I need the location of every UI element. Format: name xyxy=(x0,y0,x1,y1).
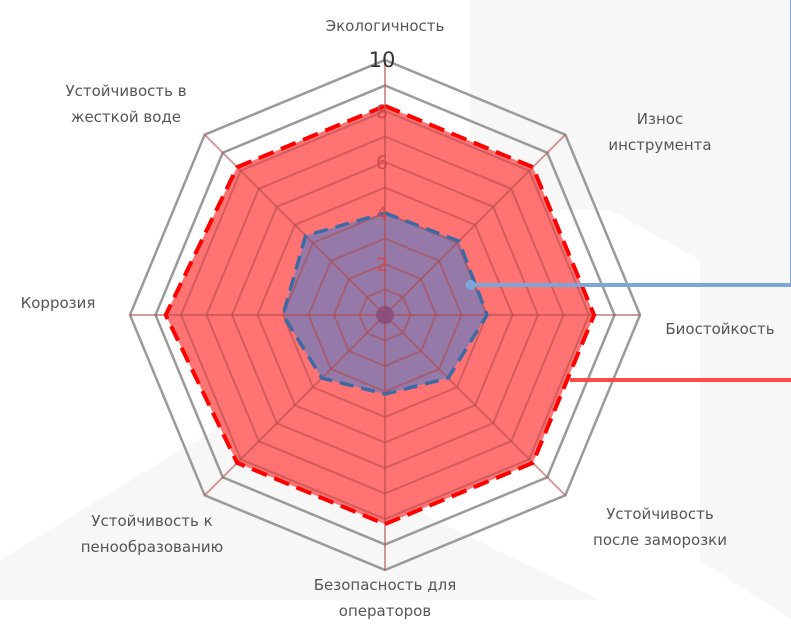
grid-spoke-8 xyxy=(203,133,386,316)
tick-label-8: 8 xyxy=(376,101,388,123)
axis-label-1-line-1: Экологичность xyxy=(326,17,445,35)
watermark-shape-right xyxy=(470,0,791,620)
connector-dot-blue xyxy=(465,280,476,290)
tick-label-6: 6 xyxy=(376,152,388,174)
axis-label-2-line-1: Износ xyxy=(637,110,683,128)
axis-label-7-line-1: Коррозия xyxy=(21,294,96,312)
tick-label-4: 4 xyxy=(376,203,388,225)
axis-label-6-line-1: Устойчивость к xyxy=(91,512,212,530)
grid-spoke-6 xyxy=(203,314,386,497)
axis-label-5-line-2: операторов xyxy=(339,602,431,620)
axis-label-8-line-2: жесткой воде xyxy=(71,108,181,126)
axis-label-4-line-1: Устойчивость xyxy=(606,505,714,523)
axis-label-4-line-2: после заморозки xyxy=(593,531,727,549)
series-line-2 xyxy=(281,211,489,396)
axis-label-3-line-1: Биостойкость xyxy=(665,320,774,338)
axis-label-8-line-1: Устойчивость в xyxy=(65,82,186,100)
tick-label-10: 10 xyxy=(369,48,396,72)
axis-label-5-line-1: Безопасность для xyxy=(314,576,456,594)
grid-spoke-2 xyxy=(384,133,567,316)
axis-label-2-line-2: инструмента xyxy=(608,136,711,154)
tick-label-2: 2 xyxy=(376,254,388,276)
grid-spoke-4 xyxy=(384,314,567,497)
axis-label-6-line-2: пенообразованию xyxy=(81,538,224,556)
center-dot xyxy=(376,306,394,324)
